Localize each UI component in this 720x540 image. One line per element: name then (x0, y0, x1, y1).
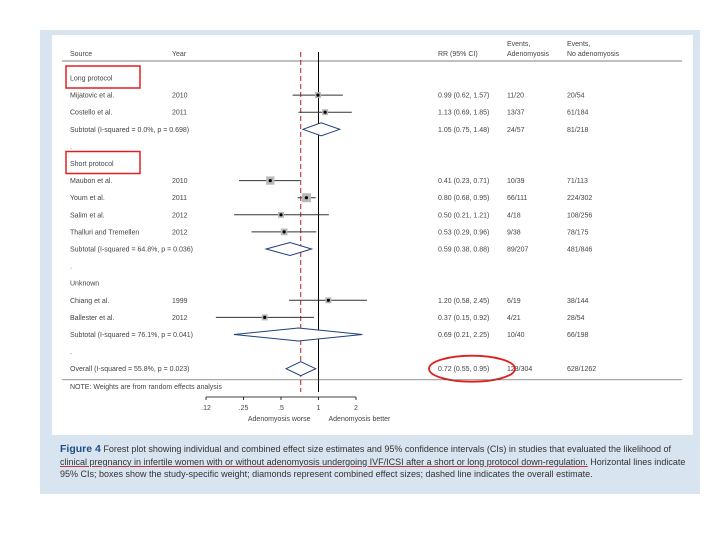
group-highlight-box (65, 65, 141, 89)
header-source: Source (70, 51, 92, 58)
subtotal-ci-text: 0.59 (0.38, 0.88) (438, 247, 489, 254)
subtotal-events-noadeno: 481/846 (567, 247, 592, 254)
subtotal-diamond (301, 122, 342, 137)
study-point (268, 179, 272, 183)
header-events-adeno-2: Adenomyosis (507, 51, 550, 58)
study-label: Youm et al. (70, 195, 105, 202)
study-point (316, 93, 320, 97)
group-highlight-box (65, 150, 141, 175)
x-axis-tick-label: .5 (278, 405, 284, 412)
overall-events-adeno: 123/304 (507, 366, 532, 373)
subtotal-diamond (234, 327, 363, 342)
study-label: Chiang et al. (70, 298, 109, 305)
study-year: 2012 (172, 315, 188, 322)
study-label: Mijatovic et al. (70, 93, 114, 100)
subtotal-ci-text: 1.05 (0.75, 1.48) (438, 127, 489, 134)
x-axis-tick-label: 2 (354, 405, 358, 412)
x-axis-right-label: Adenomyosis better (329, 416, 392, 423)
study-point (263, 315, 267, 319)
study-events-adeno: 11/20 (507, 93, 524, 100)
blank-row-dot: . (70, 264, 72, 271)
header-events-noadeno-2: No adenomyosis (567, 51, 620, 58)
forest-plot-svg: Source Year RR (95% CI) Events, Adenomyosis E… (62, 41, 682, 423)
x-axis-left-label: Adenomyosis worse (248, 416, 311, 423)
study-point (279, 213, 283, 217)
study-events-adeno: 4/21 (507, 315, 521, 322)
figure-label: Figure 4 (60, 443, 101, 455)
study-events-noadeno: 28/54 (567, 315, 585, 322)
study-events-adeno: 6/19 (507, 298, 521, 305)
study-ci-text: 1.20 (0.58, 2.45) (438, 298, 489, 305)
weights-note: NOTE: Weights are from random effects an… (70, 384, 222, 391)
subtotal-ci-text: 0.69 (0.21, 2.25) (438, 332, 489, 339)
overall-label: Overall (I-squared = 55.8%, p = 0.023) (70, 366, 189, 373)
study-year: 2012 (172, 229, 188, 236)
study-events-adeno: 66/111 (507, 195, 527, 202)
caption-text-b: Horizontal lines indicate 95% CIs; boxes… (60, 456, 686, 480)
header-rr: RR (95% CI) (438, 51, 478, 58)
study-ci-text: 0.99 (0.62, 1.57) (438, 93, 489, 100)
study-events-noadeno: 78/175 (567, 229, 589, 236)
study-year: 2010 (172, 178, 188, 185)
study-events-noadeno: 61/184 (567, 110, 589, 117)
study-label: Ballester et al. (70, 315, 114, 322)
figure-caption: Figure 4 Forest plot showing individual … (60, 443, 700, 481)
study-events-noadeno: 224/302 (567, 195, 592, 202)
blank-row-dot: . (70, 144, 72, 151)
study-ci-text: 0.37 (0.15, 0.92) (438, 315, 489, 322)
subtotal-events-adeno: 89/207 (507, 247, 529, 254)
study-events-adeno: 9/38 (507, 229, 521, 236)
group-label: Short protocol (70, 161, 114, 168)
group-label: Unknown (70, 281, 99, 288)
study-year: 1999 (172, 298, 188, 305)
study-label: Costello et al. (70, 110, 112, 117)
study-events-adeno: 10/39 (507, 178, 525, 185)
study-year: 2011 (172, 110, 187, 117)
study-events-adeno: 13/37 (507, 110, 525, 117)
subtotal-label: Subtotal (I-squared = 64.8%, p = 0.036) (70, 247, 193, 254)
study-point (326, 298, 330, 302)
study-label: Salim et al. (70, 212, 105, 219)
overall-ci-highlight (428, 354, 516, 383)
study-label: Maubon et al. (70, 178, 112, 185)
forest-plot: Source Year RR (95% CI) Events, Adenomyosis E… (52, 35, 693, 435)
study-ci-text: 0.41 (0.23, 0.71) (438, 178, 489, 185)
subtotal-events-adeno: 24/57 (507, 127, 525, 134)
x-axis-tick-label: .12 (201, 405, 211, 412)
group-label: Long protocol (70, 76, 113, 83)
study-events-adeno: 4/18 (507, 212, 521, 219)
subtotal-diamond (264, 241, 314, 257)
study-ci-text: 0.50 (0.21, 1.21) (438, 212, 489, 219)
study-ci-text: 0.80 (0.68, 0.95) (438, 195, 489, 202)
caption-highlight: clinical pregnancy in infertile women wi… (60, 456, 588, 467)
study-year: 2012 (172, 212, 188, 219)
caption-text-a: Forest plot showing individual and combi… (103, 444, 672, 454)
subtotal-events-noadeno: 66/198 (567, 332, 589, 339)
x-axis-tick-label: .25 (239, 405, 249, 412)
header-events-adeno-1: Events, (507, 41, 530, 48)
subtotal-label: Subtotal (I-squared = 0.0%, p = 0.698) (70, 127, 189, 134)
overall-diamond (285, 361, 317, 377)
study-events-noadeno: 108/256 (567, 212, 592, 219)
study-point (282, 230, 286, 234)
subtotal-label: Subtotal (I-squared = 76.1%, p = 0.041) (70, 332, 193, 339)
study-label: Thalluri and Tremellen (70, 229, 139, 236)
study-point (323, 110, 327, 114)
study-events-noadeno: 20/54 (567, 93, 585, 100)
header-events-noadeno-1: Events, (567, 41, 590, 48)
study-events-noadeno: 38/144 (567, 298, 589, 305)
x-axis-tick-label: 1 (317, 405, 321, 412)
header-year: Year (172, 51, 187, 58)
blank-row-dot: . (70, 349, 72, 356)
study-events-noadeno: 71/113 (567, 178, 588, 185)
subtotal-events-adeno: 10/40 (507, 332, 525, 339)
overall-ci-text: 0.72 (0.55, 0.95) (438, 366, 489, 373)
subtotal-events-noadeno: 81/218 (567, 127, 589, 134)
study-year: 2011 (172, 195, 187, 202)
study-point (304, 196, 309, 200)
study-year: 2010 (172, 93, 188, 100)
study-ci-text: 0.53 (0.29, 0.96) (438, 229, 489, 236)
study-ci-text: 1.13 (0.69, 1.85) (438, 110, 489, 117)
overall-events-noadeno: 628/1262 (567, 366, 596, 373)
